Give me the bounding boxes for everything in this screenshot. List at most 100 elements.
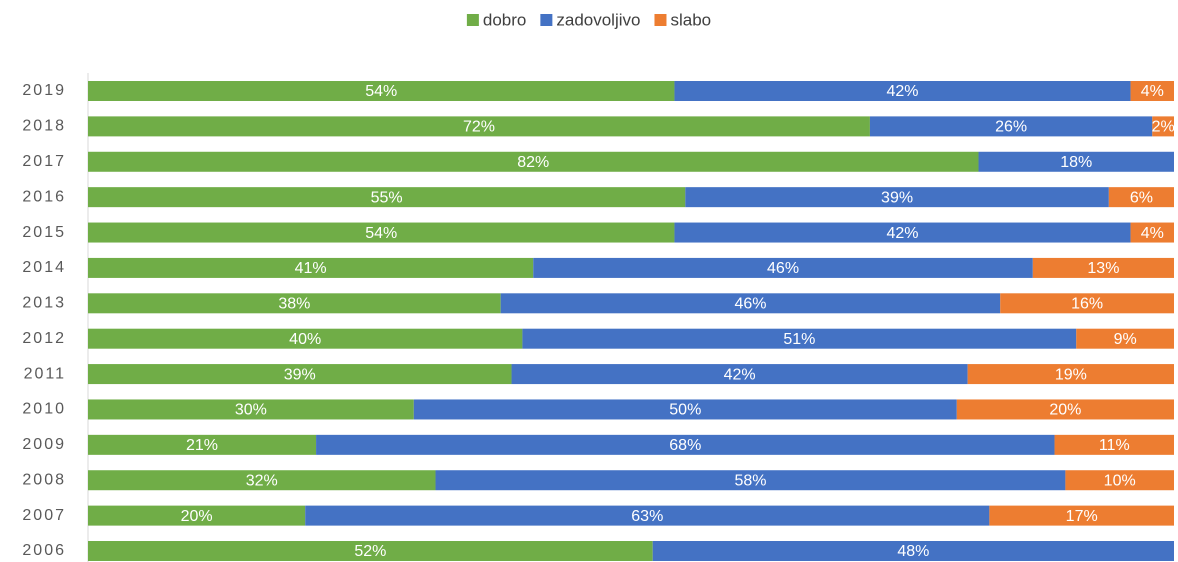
- bar-segment: [88, 505, 306, 526]
- y-tick-label: 2013: [22, 295, 66, 312]
- data-label: 72%: [463, 119, 495, 136]
- data-label: 19%: [1055, 366, 1087, 383]
- y-tick-label: 2009: [22, 436, 66, 453]
- bar-segment: [956, 399, 1174, 420]
- bar-segment: [1152, 116, 1174, 137]
- y-tick-label: 2019: [22, 82, 66, 99]
- y-tick-label: 2011: [24, 365, 66, 382]
- bar-segment: [967, 364, 1174, 385]
- data-label: 9%: [1114, 331, 1137, 348]
- legend-swatch: [654, 14, 667, 26]
- bar-segment: [1076, 328, 1174, 349]
- bar-segment: [1130, 222, 1174, 243]
- bar-segment: [989, 505, 1174, 526]
- bar-segment: [88, 293, 501, 314]
- legend-label: zadovoljivo: [556, 10, 640, 29]
- data-label: 52%: [354, 543, 386, 560]
- data-label: 38%: [278, 296, 310, 313]
- legend-swatch: [466, 14, 479, 26]
- data-label: 63%: [631, 508, 663, 525]
- bar-segment: [435, 470, 1066, 491]
- data-label: 42%: [724, 366, 756, 383]
- bar-segment: [88, 364, 512, 385]
- data-label: 82%: [517, 154, 549, 171]
- data-label: 4%: [1141, 225, 1164, 242]
- y-tick-label: 2014: [22, 259, 66, 276]
- data-label: 40%: [289, 331, 321, 348]
- bar-segment: [1000, 293, 1174, 314]
- y-tick-label: 2015: [22, 224, 66, 241]
- data-label: 50%: [669, 402, 701, 419]
- bar-segment: [522, 328, 1077, 349]
- data-label: 32%: [246, 472, 278, 489]
- y-tick-label: 2007: [22, 507, 66, 524]
- bar-segment: [1054, 434, 1174, 455]
- data-label: 54%: [365, 225, 397, 242]
- bar-segment: [88, 470, 436, 491]
- data-label: 42%: [886, 83, 918, 100]
- bar-segment: [88, 151, 979, 172]
- data-label: 2%: [1152, 119, 1175, 136]
- bar-segment: [674, 81, 1131, 101]
- bar-segment: [1108, 187, 1174, 208]
- bar-segment: [1065, 470, 1174, 491]
- bar-segment: [500, 293, 1001, 314]
- bar-segment: [533, 257, 1033, 278]
- bar-segment: [305, 505, 990, 526]
- data-label: 10%: [1104, 472, 1136, 489]
- y-tick-label: 2012: [22, 330, 66, 347]
- bar-segment: [316, 434, 1055, 455]
- bar-segment: [978, 151, 1174, 172]
- data-label: 16%: [1071, 296, 1103, 313]
- bar-segment: [413, 399, 957, 420]
- data-label: 39%: [881, 189, 913, 206]
- data-label: 21%: [186, 437, 218, 454]
- data-label: 51%: [783, 331, 815, 348]
- bar-segment: [674, 222, 1131, 243]
- data-label: 68%: [669, 437, 701, 454]
- y-tick-label: 2008: [22, 471, 66, 488]
- data-label: 4%: [1141, 83, 1164, 100]
- bar-segment: [88, 116, 870, 137]
- y-tick-label: 2010: [22, 401, 66, 418]
- data-label: 46%: [734, 296, 766, 313]
- data-label: 20%: [1049, 402, 1081, 419]
- bar-segment: [869, 116, 1153, 137]
- data-label: 55%: [371, 189, 403, 206]
- bar-segment: [88, 399, 414, 420]
- data-label: 6%: [1130, 189, 1153, 206]
- bar-segment: [88, 222, 675, 243]
- legend-swatch: [540, 14, 553, 26]
- bar-segment: [88, 541, 653, 561]
- bar-segment: [1032, 257, 1174, 278]
- data-label: 58%: [734, 472, 766, 489]
- data-label: 20%: [181, 508, 213, 525]
- legend-label: dobro: [483, 10, 526, 29]
- data-label: 54%: [365, 83, 397, 100]
- bar-segment: [511, 364, 968, 385]
- data-label: 30%: [235, 402, 267, 419]
- data-label: 41%: [295, 260, 327, 277]
- legend-label: slabo: [670, 10, 711, 29]
- data-label: 46%: [767, 260, 799, 277]
- bar-segment: [88, 434, 317, 455]
- bar-segment: [652, 541, 1174, 561]
- bar-segment: [685, 187, 1109, 208]
- data-label: 18%: [1060, 154, 1092, 171]
- data-label: 17%: [1066, 508, 1098, 525]
- data-label: 11%: [1099, 437, 1130, 454]
- bar-segment: [88, 187, 686, 208]
- y-tick-label: 2016: [22, 188, 66, 205]
- y-tick-label: 2018: [22, 118, 66, 135]
- data-label: 39%: [284, 366, 316, 383]
- bar-segment: [88, 328, 523, 349]
- data-label: 13%: [1087, 260, 1119, 277]
- bar-segment: [88, 81, 675, 101]
- bar-segment: [88, 257, 534, 278]
- data-label: 42%: [886, 225, 918, 242]
- y-tick-label: 2017: [22, 153, 66, 170]
- data-label: 26%: [995, 119, 1027, 136]
- data-label: 48%: [897, 543, 929, 560]
- bar-segment: [1130, 81, 1174, 101]
